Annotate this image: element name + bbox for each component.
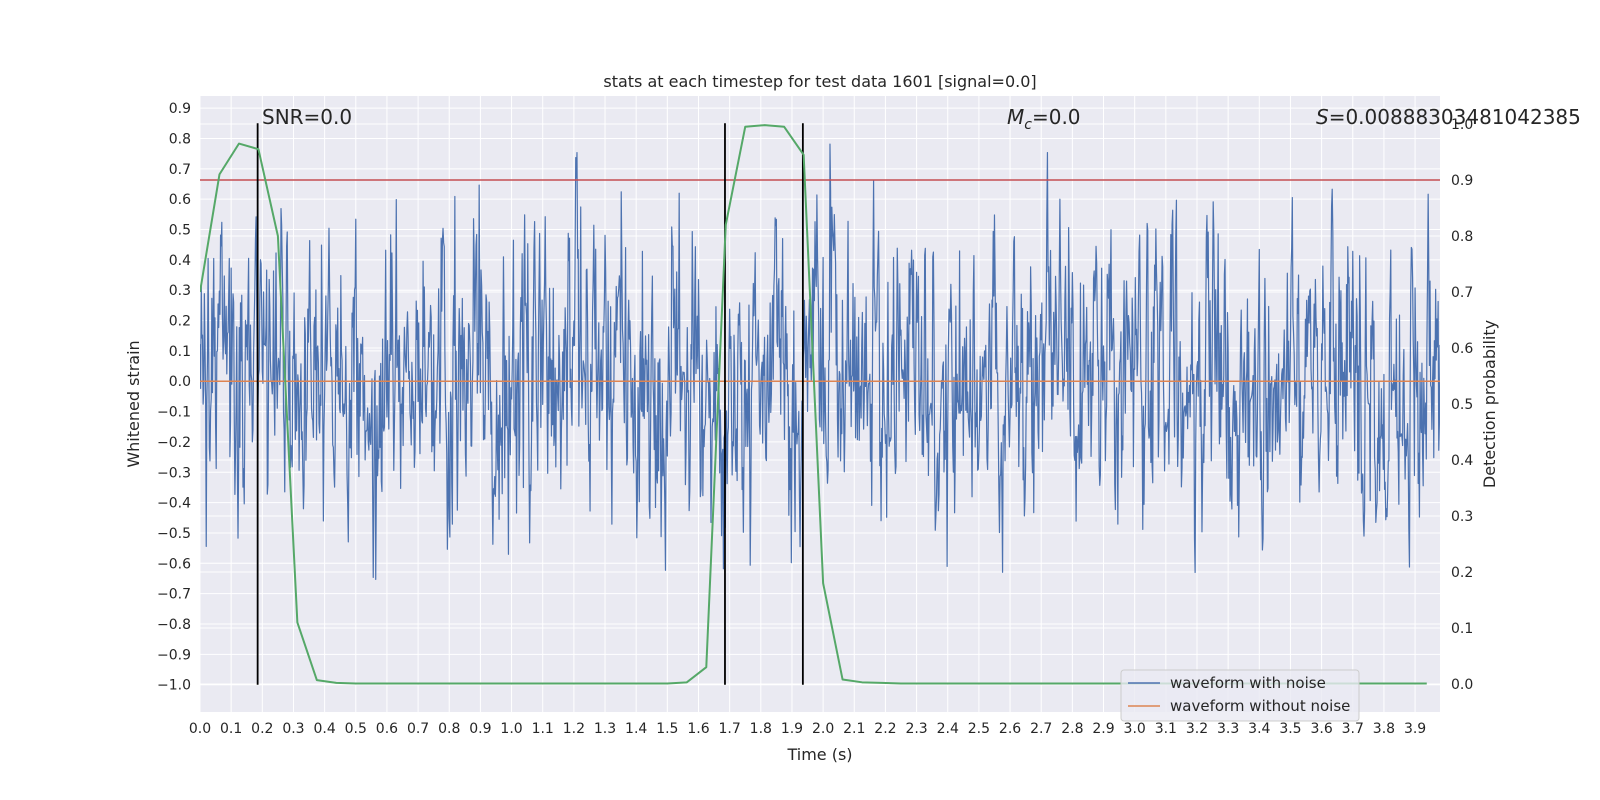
y-left-tick-label: −0.7 [157, 587, 191, 603]
x-tick-label: 1.1 [532, 721, 554, 737]
x-axis-label: Time (s) [786, 745, 852, 764]
x-tick-label: 0.7 [407, 721, 429, 737]
mc-symbol: M [1007, 105, 1024, 129]
x-tick-label: 0.3 [282, 721, 304, 737]
y-right-tick-label: 0.1 [1451, 621, 1473, 637]
y-left-tick-label: 0.7 [169, 162, 191, 178]
x-tick-label: 1.3 [594, 721, 616, 737]
x-tick-label: 2.8 [1061, 721, 1083, 737]
y-right-tick-labels: 1.0 0.9 0.8 0.7 0.6 0.5 0.4 0.3 0.2 0.1 0.0 [1451, 117, 1473, 693]
legend: waveform with noise waveform without noi… [1120, 669, 1360, 722]
x-tick-label: 2.5 [968, 721, 990, 737]
x-tick-label: 2.4 [937, 721, 959, 737]
x-tick-label: 3.0 [1124, 721, 1146, 737]
series-waveform-with-noise [200, 143, 1440, 581]
s-value: =0.00888303481042385 [1329, 105, 1581, 129]
y-left-tick-labels: 0.9 0.8 0.7 0.6 0.5 0.4 0.3 0.2 0.1 0.0 −0.1 −0.2 −0… [157, 101, 191, 694]
legend-box [1120, 669, 1360, 722]
y-left-tick-label: −0.1 [157, 405, 191, 421]
y-left-tick-label: −0.3 [157, 465, 191, 481]
y-left-tick-label: −1.0 [157, 678, 191, 694]
y-left-tick-label: 0.1 [169, 344, 191, 360]
x-tick-label: 0.2 [251, 721, 273, 737]
x-tick-label: 1.8 [750, 721, 772, 737]
y-right-tick-label: 0.9 [1451, 173, 1473, 189]
x-tick-label: 0.9 [469, 721, 491, 737]
y-right-tick-label: 0.6 [1451, 341, 1473, 357]
x-tick-label: 2.2 [874, 721, 896, 737]
x-tick-label: 1.2 [563, 721, 585, 737]
x-tick-label: 0.8 [438, 721, 460, 737]
y-left-tick-label: 0.6 [169, 192, 191, 208]
y-right-tick-label: 0.7 [1451, 285, 1473, 301]
mc-value: =0.0 [1032, 105, 1081, 129]
x-tick-label: 3.5 [1279, 721, 1301, 737]
x-tick-label: 0.6 [376, 721, 398, 737]
s-symbol: S [1316, 105, 1329, 129]
x-tick-label: 3.1 [1155, 721, 1177, 737]
x-tick-label: 0.0 [189, 721, 211, 737]
x-tick-label: 1.6 [687, 721, 709, 737]
x-tick-label: 2.1 [843, 721, 865, 737]
x-tick-label: 3.4 [1248, 721, 1270, 737]
snr-statistic-annotation: S=0.00888303481042385 [1316, 105, 1581, 129]
y-left-tick-label: 0.9 [169, 101, 191, 117]
y-left-tick-label: −0.4 [157, 496, 191, 512]
y-left-tick-label: −0.6 [157, 556, 191, 572]
chart-title: stats at each timestep for test data 160… [603, 72, 1036, 91]
y-left-tick-label: 0.4 [169, 253, 191, 269]
x-tick-label: 2.3 [905, 721, 927, 737]
y-right-tick-label: 0.0 [1451, 677, 1473, 693]
x-tick-label: 1.5 [656, 721, 678, 737]
x-tick-label: 3.9 [1404, 721, 1426, 737]
y-left-tick-label: −0.8 [157, 617, 191, 633]
x-tick-label: 0.5 [345, 721, 367, 737]
x-tick-label: 1.7 [719, 721, 741, 737]
waveform-with-noise-line [200, 143, 1440, 581]
legend-label-without-noise: waveform without noise [1170, 697, 1350, 715]
x-tick-label: 1.0 [500, 721, 522, 737]
x-tick-label: 3.8 [1373, 721, 1395, 737]
x-tick-labels: 0.0 0.1 0.2 0.3 0.4 0.5 0.6 0.7 0.8 0.9 1.0 1.1 1.2 1… [189, 721, 1426, 737]
snr-annotation: SNR=0.0 [262, 105, 352, 129]
x-tick-label: 1.4 [625, 721, 647, 737]
x-tick-label: 3.2 [1186, 721, 1208, 737]
x-tick-label: 2.9 [1092, 721, 1114, 737]
x-tick-label: 0.4 [313, 721, 335, 737]
x-tick-label: 3.3 [1217, 721, 1239, 737]
x-tick-label: 1.9 [781, 721, 803, 737]
y-left-tick-label: 0.8 [169, 131, 191, 147]
x-tick-label: 3.7 [1342, 721, 1364, 737]
x-tick-label: 2.6 [999, 721, 1021, 737]
y-left-tick-label: 0.5 [169, 223, 191, 239]
x-tick-label: 3.6 [1310, 721, 1332, 737]
y-right-tick-label: 0.8 [1451, 229, 1473, 245]
y-right-tick-label: 0.5 [1451, 397, 1473, 413]
y-left-tick-label: 0.3 [169, 283, 191, 299]
mc-subscript: c [1024, 117, 1032, 133]
y-right-tick-label: 0.3 [1451, 509, 1473, 525]
y-left-axis-label: Whitened strain [124, 340, 143, 467]
legend-label-with-noise: waveform with noise [1170, 674, 1326, 692]
y-right-axis-label: Detection probability [1480, 320, 1499, 488]
chirp-mass-annotation: Mc=0.0 [1007, 105, 1081, 133]
y-right-tick-label: 0.2 [1451, 565, 1473, 581]
y-right-tick-label: 0.4 [1451, 453, 1473, 469]
y-left-tick-label: 0.2 [169, 314, 191, 330]
x-tick-label: 2.0 [812, 721, 834, 737]
y-left-tick-label: −0.9 [157, 647, 191, 663]
x-tick-label: 0.1 [220, 721, 242, 737]
y-left-tick-label: −0.2 [157, 435, 191, 451]
y-right-tick-label: 1.0 [1451, 117, 1473, 133]
y-left-tick-label: −0.5 [157, 526, 191, 542]
y-left-tick-label: 0.0 [169, 374, 191, 390]
x-tick-label: 2.7 [1030, 721, 1052, 737]
